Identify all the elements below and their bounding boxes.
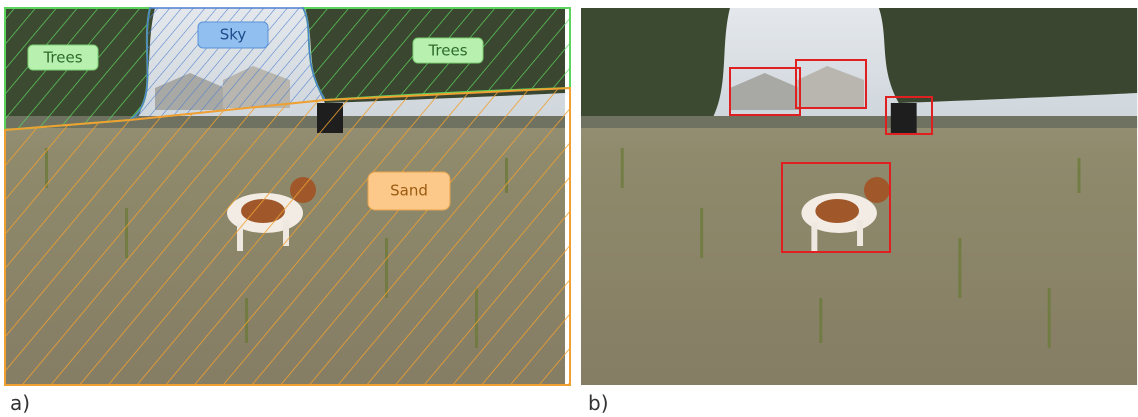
panel-a: Trees Sky Trees Sand a)	[5, 8, 570, 415]
region-label: Sand	[390, 182, 428, 200]
figure: Trees Sky Trees Sand a) b)	[0, 0, 1138, 417]
panel-label: b)	[588, 391, 609, 415]
region-label: Trees	[42, 49, 82, 67]
region-label: Trees	[427, 42, 467, 60]
region-label: Sky	[220, 26, 247, 44]
panel-label: a)	[10, 391, 30, 415]
panel-b: b)	[581, 8, 1137, 415]
